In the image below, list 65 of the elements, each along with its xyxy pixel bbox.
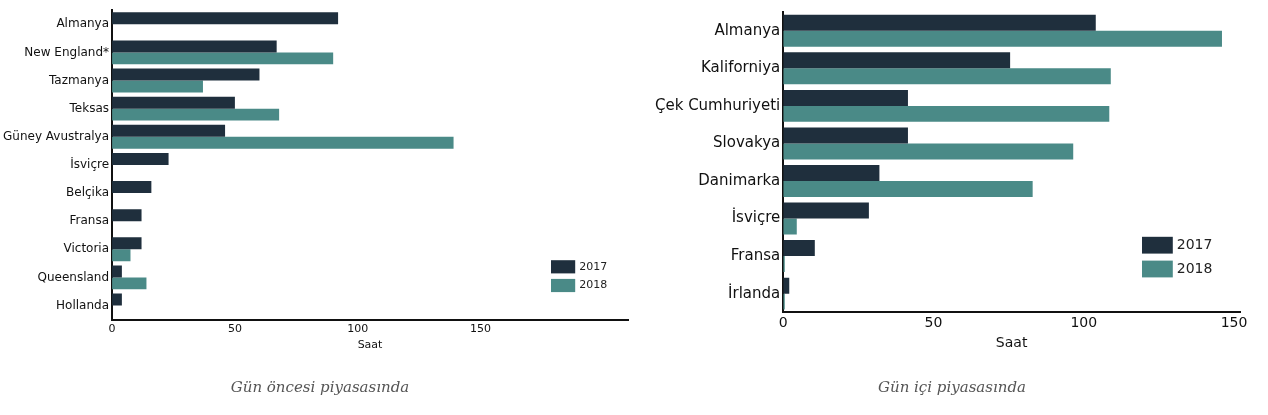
x-tick-label: 150 [1220,314,1248,331]
bar [112,209,142,222]
bar [112,108,280,121]
y-tick-label: Slovakya [713,133,781,152]
x-tick-label: 100 [1070,314,1098,331]
bar [783,180,1033,197]
bar [112,80,203,93]
bar [783,89,908,106]
bar [783,68,1111,85]
bar [783,30,1222,47]
y-tick-label: Hollanda [56,297,110,312]
text: Gün öncesi piyasasında [230,378,410,396]
bar [112,52,334,65]
y-tick-label: Almanya [714,20,781,39]
y-tick-label: Danimarka [698,170,781,189]
y-tick-label: Kaliforniya [701,58,781,77]
bar [112,152,169,165]
legend-label: 2018 [579,278,608,292]
bar [112,265,122,278]
bar [783,165,880,181]
x-tick-label: 150 [470,322,492,336]
y-tick-label: İsviçre [70,156,110,172]
y-tick-label: Almanya [56,16,110,31]
bar [112,237,142,250]
bar [112,293,122,306]
bar [112,277,147,290]
y-tick-label: Victoria [63,241,110,256]
y-tick-label: İsviçre [731,207,781,227]
bar [112,136,454,149]
bar [112,124,226,137]
bar [112,249,131,262]
bar [783,202,869,219]
legend-label: 2017 [1176,235,1213,252]
y-tick-label: Belçika [66,185,110,200]
x-tick-label: 50 [227,322,242,336]
bar [783,218,797,235]
bar [783,14,1096,31]
bar [783,105,1110,122]
y-tick-label: İrlanda [728,282,781,302]
y-tick-label: Tazmanya [47,72,110,87]
x-tick-label: 100 [347,322,369,336]
legend-label: 2017 [579,259,608,273]
y-tick-label: Queensland [37,269,110,284]
y-tick-label: Fransa [730,245,781,264]
y-tick-label: Çek Cumhuriyeti [654,95,781,114]
text: Gün içi piyasasında [878,378,1026,396]
y-tick-label: Güney Avustralya [2,128,110,143]
bar [112,68,260,81]
bar [112,40,277,53]
bar [783,127,908,144]
y-tick-label: Fransa [69,213,110,228]
y-tick-label: Teksas [68,100,110,115]
bar [112,12,339,25]
bar [783,240,815,257]
bar [112,96,235,109]
bar [783,143,1074,160]
bar [112,181,152,194]
x-axis-title: Saat [357,338,384,352]
bar [783,52,1011,69]
legend-label: 2018 [1176,259,1213,276]
x-axis-title: Saat [995,334,1028,351]
y-tick-label: New England* [24,44,110,59]
x-tick-label: 0 [778,314,788,331]
x-tick-label: 0 [108,322,116,336]
x-tick-label: 50 [924,314,943,331]
